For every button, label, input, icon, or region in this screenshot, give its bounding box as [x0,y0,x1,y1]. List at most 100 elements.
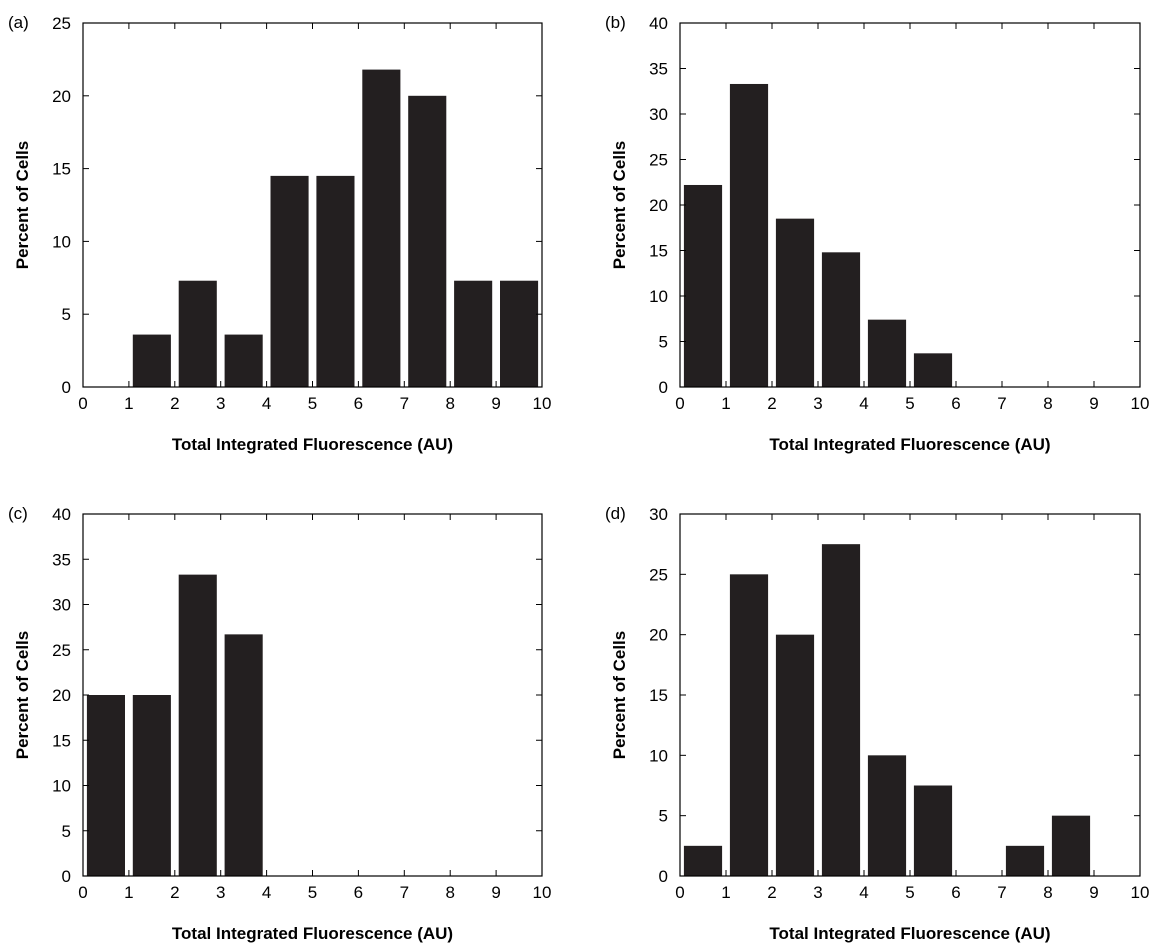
panel-d-y-axis-title: Percent of Cells [610,631,629,760]
panel-d-label: (d) [605,504,626,523]
panel-c-x-tick-label: 10 [533,883,552,902]
panel-a-bar-7 [408,95,447,388]
panel-c-bar-1 [132,695,171,876]
panel-b: (b) 0 1 2 3 4 5 6 7 8 9 10 0 5 10 15 20 25 30 35 40 Total In… [605,13,1149,454]
panel-d-y-tick-label: 0 [659,867,668,886]
panel-b-y-tick-label: 35 [649,60,668,79]
panel-b-y-axis-title: Percent of Cells [610,141,629,270]
panel-c-y-tick-label: 20 [52,686,71,705]
panel-c-x-tick-label: 2 [170,883,179,902]
panel-d: (d) 0 1 2 3 4 5 6 7 8 9 10 0 5 10 15 20 25 30 Total Integr… [605,504,1149,943]
panel-c-bar-2 [178,574,217,876]
panel-c-x-tick-label: 6 [354,883,363,902]
panel-b-y-tick-label: 0 [659,378,668,397]
panel-a-x-tick-label: 10 [533,394,552,413]
panel-c-x-tick-label: 0 [78,883,87,902]
panel-a-x-tick-label: 1 [124,394,133,413]
panel-c-x-tick-label: 3 [216,883,225,902]
panel-d-bar-5 [913,785,953,876]
panel-b-y-tick-label: 30 [649,105,668,124]
panel-a-bar-9 [500,280,539,387]
panel-b-x-tick-label: 4 [859,394,868,413]
panel-d-x-tick-label: 4 [859,883,868,902]
panel-d-x-tick-label: 7 [997,883,1006,902]
panel-a-y-tick-label: 20 [52,87,71,106]
panel-b-x-tick-label: 10 [1131,394,1150,413]
panel-c-y-axis-title: Percent of Cells [13,631,32,760]
panel-c-x-tick-label: 9 [491,883,500,902]
panel-b-bar-0 [683,184,723,387]
panel-a-label: (a) [8,13,29,32]
panel-a-y-tick-label: 5 [62,305,71,324]
panel-b-x-tick-label: 8 [1043,394,1052,413]
panel-d-x-tick-label: 10 [1131,883,1150,902]
panel-b-x-tick-label: 9 [1089,394,1098,413]
panel-b-y-tick-label: 5 [659,333,668,352]
panel-c-bar-3 [224,634,263,876]
panel-a-x-tick-label: 9 [491,394,500,413]
panel-c-y-tick-label: 15 [52,731,71,750]
panel-a-y-tick-label: 10 [52,232,71,251]
panel-d-x-tick-label: 3 [813,883,822,902]
panel-a-bar-8 [454,280,493,387]
panel-b-x-axis-title: Total Integrated Fluorescence (AU) [769,435,1050,454]
panel-d-x-tick-label: 1 [721,883,730,902]
panel-a-x-tick-label: 5 [308,394,317,413]
panel-b-y-tick-label: 40 [649,14,668,33]
panel-a-x-tick-label: 7 [400,394,409,413]
panel-c-x-tick-label: 1 [124,883,133,902]
panel-d-x-tick-label: 0 [675,883,684,902]
panel-a-x-tick-label: 3 [216,394,225,413]
panel-d-x-tick-label: 2 [767,883,776,902]
panel-d-y-tick-label: 15 [649,686,668,705]
panel-d-x-tick-label: 8 [1043,883,1052,902]
panel-c: (c) 0 1 2 3 4 5 6 7 8 9 10 0 5 10 15 20 25 30 35 40 Total In… [8,504,551,943]
panel-b-bar-5 [913,353,953,387]
panel-c-bar-0 [86,695,125,876]
panel-a-y-tick-label: 15 [52,160,71,179]
panel-a-y-axis-title: Percent of Cells [13,141,32,270]
panel-c-x-tick-label: 7 [400,883,409,902]
panel-c-y-tick-label: 40 [52,505,71,524]
panel-d-y-tick-label: 25 [649,565,668,584]
panel-b-bar-2 [775,218,815,387]
panel-b-x-tick-label: 0 [675,394,684,413]
panel-a-x-tick-label: 8 [445,394,454,413]
panel-d-x-axis-title: Total Integrated Fluorescence (AU) [769,924,1050,943]
panel-a-x-tick-label: 0 [78,394,87,413]
panel-a-bar-2 [178,280,217,387]
panel-c-y-tick-label: 5 [62,822,71,841]
panel-d-x-tick-label: 9 [1089,883,1098,902]
panel-b-y-tick-label: 10 [649,287,668,306]
panel-c-x-tick-label: 5 [308,883,317,902]
panel-c-y-tick-label: 25 [52,641,71,660]
panel-c-x-tick-label: 4 [262,883,271,902]
panel-a-x-axis-title: Total Integrated Fluorescence (AU) [172,435,453,454]
panel-c-y-tick-label: 0 [62,867,71,886]
panel-b-y-tick-label: 20 [649,196,668,215]
panel-d-bar-8 [1051,815,1091,876]
panel-d-bar-7 [1005,845,1045,876]
panel-b-y-tick-label: 15 [649,242,668,261]
panel-a-x-tick-label: 2 [170,394,179,413]
panel-d-bar-3 [821,544,861,876]
panel-b-bar-3 [821,252,861,387]
panel-d-y-tick-label: 30 [649,505,668,524]
panel-b-bar-1 [729,83,769,387]
panel-d-y-tick-label: 5 [659,807,668,826]
panel-a-bar-4 [270,175,309,387]
panel-a-bar-5 [316,175,355,387]
panel-a-bar-3 [224,334,263,387]
panel-a: (a) 0 1 2 3 4 5 6 7 8 9 10 0 5 10 15 20 25 Total Integrat… [8,13,551,454]
panel-b-x-tick-label: 6 [951,394,960,413]
panel-b-x-tick-label: 1 [721,394,730,413]
panel-c-x-tick-label: 8 [445,883,454,902]
panel-d-x-tick-label: 5 [905,883,914,902]
panel-c-label: (c) [8,504,28,523]
panel-a-bar-6 [362,69,401,387]
panel-d-bar-4 [867,755,907,876]
panel-d-y-tick-label: 10 [649,746,668,765]
panel-d-bar-0 [683,845,723,876]
panel-a-y-tick-label: 0 [62,378,71,397]
